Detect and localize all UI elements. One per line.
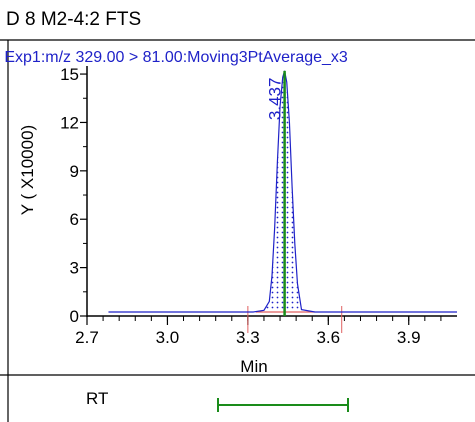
y-tick-label: 15 [60,65,79,84]
rt-label: RT [86,389,108,408]
y-tick-label: 9 [70,162,79,181]
x-axis-label: Min [240,357,267,376]
trace-title: 5 Exp1:m/z 329.00 > 81.00:Moving3PtAvera… [0,49,348,66]
x-tick-label: 3.9 [397,328,421,347]
y-axis-label: Y ( X10000) [18,125,37,215]
x-tick-label: 3.0 [156,328,180,347]
y-tick-label: 3 [70,259,79,278]
y-tick-label: 6 [70,210,79,229]
y-tick-label: 0 [70,307,79,326]
y-tick-label: 12 [60,113,79,132]
sample-title: D 8 M2-4:2 FTS [6,9,141,30]
x-tick-label: 3.3 [236,328,260,347]
x-tick-label: 3.6 [316,328,340,347]
trace-line [108,70,457,313]
peak-rt-label: 3.437 [266,78,285,121]
chromatogram-plot: 0 3 6 9 12 15 2.7 3.0 3.3 3.6 3.9 3.437 [60,65,457,347]
x-tick-label: 2.7 [75,328,99,347]
